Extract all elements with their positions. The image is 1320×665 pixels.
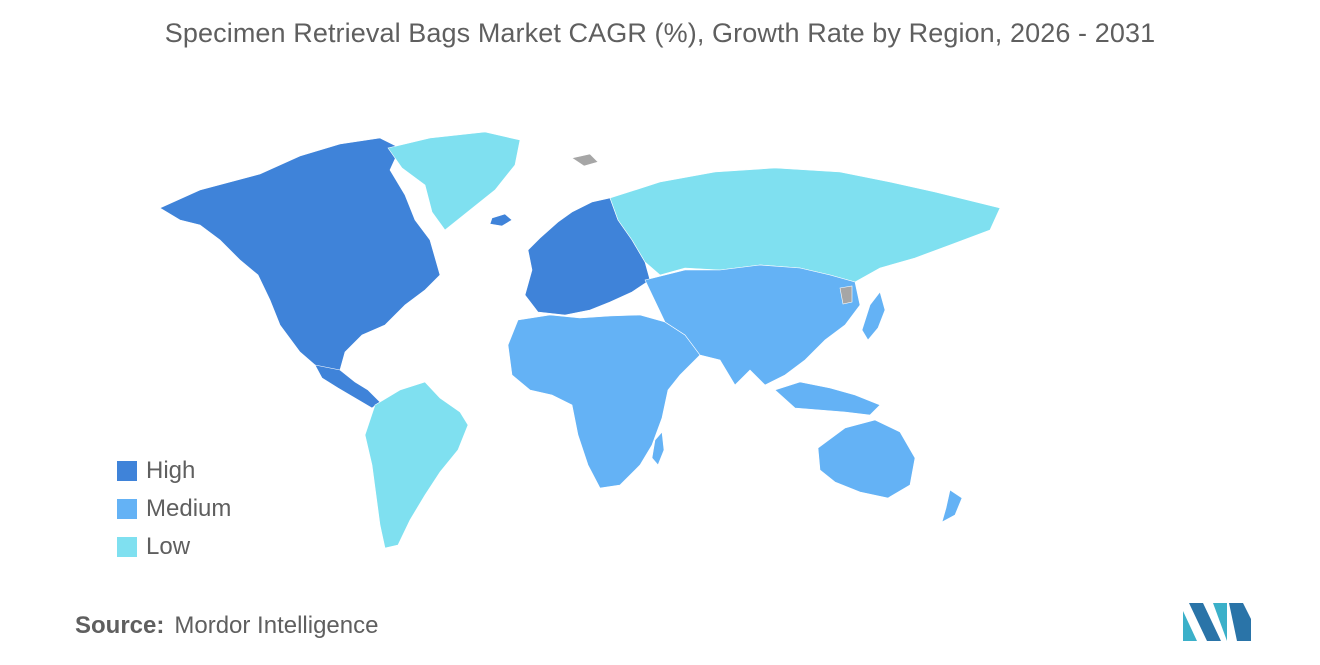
legend-swatch-high	[117, 461, 137, 481]
mordor-intelligence-logo-icon	[1183, 603, 1251, 641]
region-russia	[609, 167, 1001, 283]
legend-item-medium: Medium	[117, 490, 231, 528]
region-svalbard	[571, 153, 599, 167]
region-greenland	[387, 131, 521, 231]
legend-label-medium: Medium	[146, 495, 232, 522]
region-iceland	[489, 213, 513, 227]
legend-item-low: Low	[117, 528, 231, 566]
region-asia	[644, 264, 861, 386]
world-map	[159, 131, 1001, 549]
legend-item-high: High	[117, 452, 231, 490]
legend-swatch-low	[117, 537, 137, 557]
legend-label-high: High	[146, 457, 196, 484]
region-korea	[839, 285, 853, 305]
legend-swatch-medium	[117, 499, 137, 519]
region-australia	[817, 419, 916, 499]
region-south-america	[364, 381, 469, 549]
region-middle-east-africa	[507, 314, 701, 489]
source-note: Source: Mordor Intelligence	[75, 612, 378, 640]
region-europe	[524, 197, 651, 316]
region-japan	[861, 291, 886, 341]
legend: High Medium Low	[117, 452, 231, 566]
region-new-zealand	[941, 489, 963, 523]
region-central-america	[314, 364, 381, 409]
legend-label-low: Low	[146, 533, 191, 560]
source-value: Mordor Intelligence	[174, 612, 379, 639]
region-madagascar	[651, 431, 665, 466]
source-label: Source:	[75, 612, 165, 639]
region-southeast-asia	[774, 381, 881, 416]
chart-title: Specimen Retrieval Bags Market CAGR (%),…	[164, 18, 1156, 48]
region-north-america	[159, 137, 441, 379]
